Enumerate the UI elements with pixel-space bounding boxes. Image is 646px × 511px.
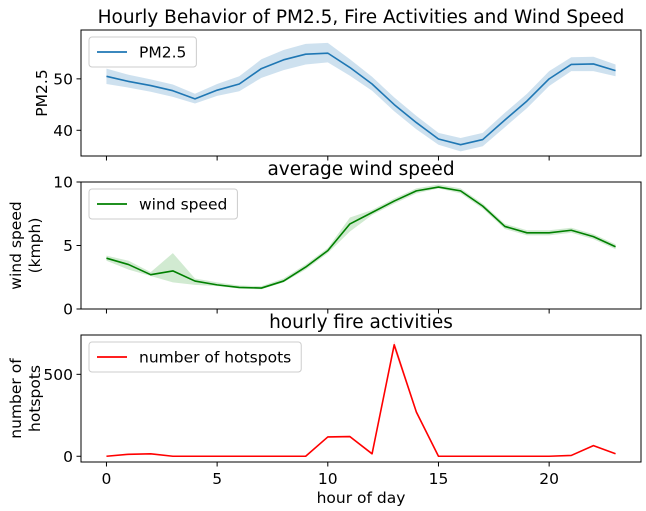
pm25-panel: Hourly Behavior of PM2.5, Fire Activitie… bbox=[33, 7, 642, 161]
x-tick-label: 0 bbox=[102, 470, 112, 488]
pm25-plot-frame bbox=[80, 29, 642, 157]
wind-speed-legend-box bbox=[88, 188, 238, 220]
hotspots-legend-box bbox=[88, 341, 302, 373]
x-tick-label: 10 bbox=[318, 470, 338, 488]
wind-speed-y-tick-label: 10 bbox=[53, 174, 73, 192]
wind-speed-series-line bbox=[106, 186, 616, 289]
hotspots-panel: hourly fire activities number ofhotspots… bbox=[7, 312, 642, 507]
hotspots-y-tick-label: 0 bbox=[63, 448, 73, 466]
x-tick-label: 20 bbox=[539, 470, 559, 488]
x-tick-label: 15 bbox=[429, 470, 449, 488]
pm25-panel-title: Hourly Behavior of PM2.5, Fire Activitie… bbox=[98, 7, 625, 28]
hotspots-panel-title: hourly fire activities bbox=[269, 312, 453, 333]
pm25-y-axis-label: PM2.5 bbox=[33, 69, 51, 116]
pm25-legend-label: PM2.5 bbox=[139, 44, 186, 62]
hotspots-plot-frame bbox=[80, 334, 642, 463]
wind-speed-legend: wind speed bbox=[88, 188, 238, 220]
y-axis-label-line: wind speed bbox=[7, 201, 25, 289]
wind-speed-y-tick-label: 5 bbox=[63, 237, 73, 255]
pm25-legend: PM2.5 bbox=[88, 36, 197, 68]
wind-speed-panel-title: average wind speed bbox=[267, 159, 454, 180]
hotspots-y-axis-label: number ofhotspots bbox=[7, 358, 44, 439]
hotspots-series-line bbox=[106, 344, 616, 458]
hotspots-legend-label: number of hotspots bbox=[139, 349, 291, 367]
y-axis-label-line: hotspots bbox=[26, 365, 44, 432]
pm25-y-tick-label: 50 bbox=[53, 70, 73, 88]
wind-speed-y-tick-label: 0 bbox=[63, 301, 73, 319]
pm25-legend-box bbox=[88, 36, 197, 68]
wind-speed-legend-label: wind speed bbox=[139, 196, 227, 214]
y-axis-label-line: (kmph) bbox=[26, 218, 44, 274]
y-axis-label-line: PM2.5 bbox=[33, 69, 51, 116]
wind-speed-y-axis-label: wind speed(kmph) bbox=[7, 201, 44, 289]
x-axis-label: hour of day bbox=[317, 489, 406, 507]
pm25-series-line bbox=[106, 52, 616, 146]
x-tick-label: 5 bbox=[212, 470, 222, 488]
pm25-y-tick-label: 40 bbox=[53, 122, 73, 140]
wind-speed-panel: average wind speed wind speed(kmph) 0510… bbox=[7, 159, 642, 319]
y-axis-label-line: number of bbox=[7, 358, 25, 439]
pm25-confidence-band bbox=[106, 42, 616, 152]
hotspots-y-tick-label: 500 bbox=[43, 366, 73, 384]
hotspots-legend: number of hotspots bbox=[88, 341, 302, 373]
